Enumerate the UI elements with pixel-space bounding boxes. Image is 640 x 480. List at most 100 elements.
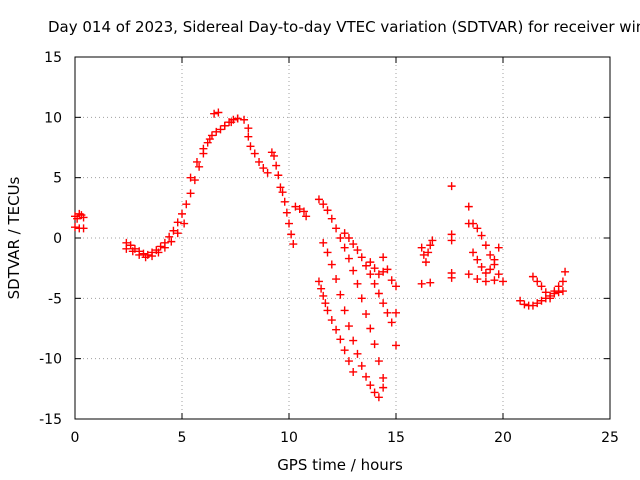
y-tick-label: -5	[48, 291, 62, 307]
y-tick-label: -10	[39, 352, 62, 368]
data-point	[417, 279, 426, 288]
data-point	[362, 372, 371, 381]
data-point	[319, 291, 328, 300]
data-point	[366, 258, 375, 267]
data-point	[340, 229, 349, 238]
series-block-i	[340, 229, 396, 327]
data-point	[227, 118, 236, 127]
x-tick-label: 25	[601, 430, 619, 446]
x-tick-label: 10	[280, 430, 298, 446]
data-point	[387, 276, 396, 285]
data-point	[392, 308, 400, 317]
data-point	[327, 214, 336, 223]
data-point	[546, 294, 555, 303]
data-point	[370, 340, 379, 349]
series-block-j	[366, 253, 400, 392]
data-point	[212, 127, 221, 136]
data-point	[319, 238, 328, 247]
data-point	[126, 241, 135, 250]
data-point	[417, 243, 426, 252]
data-point	[332, 275, 341, 284]
data-point	[520, 300, 529, 309]
data-point	[481, 277, 490, 286]
x-tick-labels: 0 5 10 15 20 25	[71, 430, 619, 446]
data-point	[353, 246, 362, 255]
data-point	[190, 176, 199, 185]
data-point	[295, 205, 304, 214]
data-point	[554, 282, 563, 291]
data-point	[314, 277, 323, 286]
data-point	[366, 270, 375, 279]
data-point	[550, 287, 559, 296]
data-point	[344, 357, 353, 366]
series-block-g	[319, 238, 383, 402]
data-point	[344, 322, 353, 331]
data-point	[282, 208, 291, 217]
data-point	[287, 230, 296, 239]
data-point	[383, 265, 392, 274]
x-tick-label: 20	[494, 430, 512, 446]
data-point	[244, 132, 253, 141]
data-point	[272, 161, 281, 170]
data-point	[186, 189, 195, 198]
data-point	[336, 335, 345, 344]
data-point	[178, 209, 186, 218]
data-point	[244, 124, 253, 133]
data-point	[486, 250, 495, 259]
data-point	[486, 265, 495, 274]
data-point	[477, 262, 486, 271]
data-point	[541, 288, 550, 297]
data-point	[366, 324, 375, 333]
series-block-m	[516, 267, 570, 310]
y-tick-label: -15	[39, 412, 62, 428]
data-point	[148, 252, 157, 261]
data-point	[374, 393, 383, 402]
series-block-d	[244, 132, 283, 180]
data-point	[349, 266, 358, 275]
data-point	[332, 224, 341, 233]
data-point	[79, 213, 88, 222]
data-point	[419, 250, 428, 259]
data-point	[240, 115, 249, 124]
data-point	[387, 318, 396, 327]
data-point	[250, 149, 259, 158]
data-point	[79, 224, 88, 233]
data-point	[537, 296, 546, 305]
data-point	[216, 125, 225, 134]
data-point	[349, 367, 358, 376]
data-point	[447, 182, 456, 191]
data-point	[205, 135, 214, 144]
data-point	[533, 299, 542, 308]
data-point	[469, 248, 478, 257]
data-point	[374, 357, 383, 366]
data-point	[71, 223, 79, 232]
data-point	[255, 157, 264, 166]
data-point	[379, 373, 388, 382]
data-point	[122, 244, 131, 253]
data-point	[327, 316, 336, 325]
y-tick-label: 10	[44, 110, 62, 126]
data-point	[481, 241, 490, 250]
data-point	[156, 242, 165, 251]
data-point	[186, 173, 195, 182]
data-point	[490, 276, 499, 285]
data-point	[167, 237, 176, 246]
data-point	[323, 206, 332, 215]
data-point	[319, 200, 328, 209]
data-point	[490, 255, 499, 264]
chart-title: Day 014 of 2023, Sidereal Day-to-day VTE…	[48, 18, 640, 36]
data-point	[128, 247, 137, 256]
data-point	[473, 255, 482, 264]
data-point	[182, 200, 191, 209]
data-point	[362, 261, 371, 270]
data-point	[428, 236, 437, 245]
data-point	[499, 277, 507, 286]
data-point	[558, 277, 567, 286]
data-point	[327, 260, 336, 269]
data-points	[71, 108, 570, 402]
data-point	[558, 287, 567, 296]
y-axis-label: SDTVAR / TECUs	[5, 176, 23, 299]
data-point	[195, 162, 204, 171]
data-point	[516, 296, 525, 305]
data-point	[246, 142, 255, 151]
